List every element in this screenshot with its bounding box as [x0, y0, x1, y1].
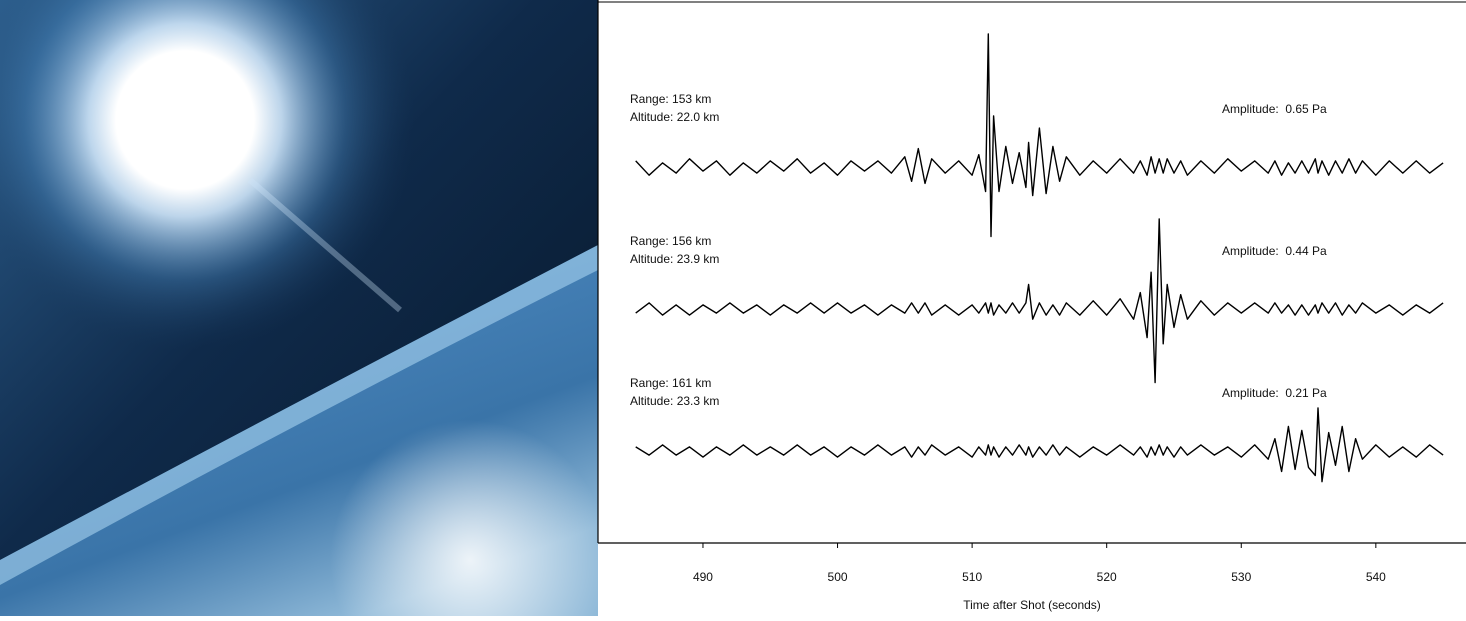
altitude-label: Altitude: 23.9 km — [630, 252, 719, 266]
x-tick-label: 490 — [693, 570, 713, 584]
amplitude-label: Amplitude: 0.21 Pa — [1222, 386, 1327, 400]
waveform — [635, 407, 1444, 483]
x-tick-label: 520 — [1097, 570, 1117, 584]
range-label: Range: 153 km — [630, 92, 711, 106]
range-label: Range: 156 km — [630, 234, 711, 248]
range-label: Range: 161 km — [630, 376, 711, 390]
amplitude-label: Amplitude: 0.44 Pa — [1222, 244, 1327, 258]
altitude-label: Altitude: 22.0 km — [630, 110, 719, 124]
x-tick-label: 500 — [828, 570, 848, 584]
sun-ray — [248, 177, 402, 313]
waveform — [635, 33, 1444, 238]
cloud-glare — [300, 420, 598, 616]
x-tick-label: 540 — [1366, 570, 1386, 584]
x-tick-label: 530 — [1231, 570, 1251, 584]
photo — [0, 0, 598, 616]
amplitude-label: Amplitude: 0.65 Pa — [1222, 102, 1327, 116]
x-axis-label: Time after Shot (seconds) — [963, 598, 1101, 612]
x-tick-label: 510 — [962, 570, 982, 584]
altitude-label: Altitude: 23.3 km — [630, 394, 719, 408]
waveform — [635, 218, 1444, 384]
